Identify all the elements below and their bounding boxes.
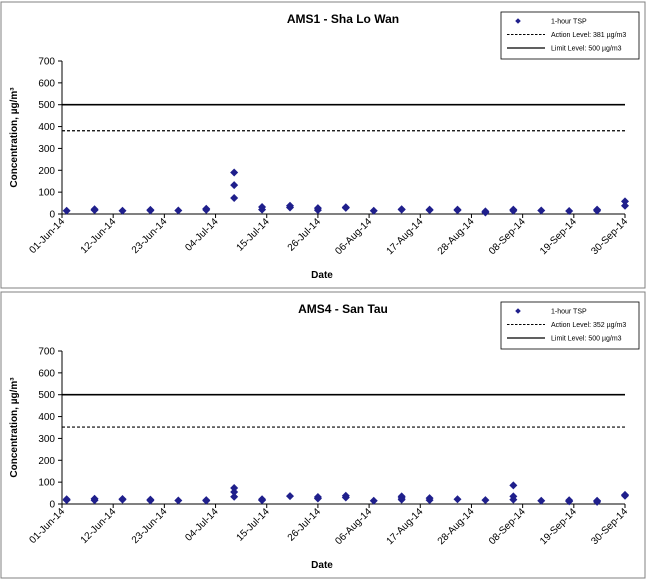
y-tick-label: 700 — [38, 347, 55, 358]
y-tick-label: 600 — [38, 368, 55, 379]
data-point-tsp — [453, 495, 462, 504]
x-axis-title: Date — [311, 270, 333, 281]
data-point-tsp — [285, 492, 294, 501]
y-tick-label: 400 — [38, 412, 55, 423]
data-point-tsp — [537, 496, 546, 505]
data-point-tsp — [313, 493, 322, 502]
data-point-tsp — [118, 206, 127, 215]
data-point-tsp — [425, 205, 434, 214]
y-tick-label: 200 — [38, 456, 55, 467]
data-point-tsp — [425, 494, 434, 503]
data-point-tsp — [174, 206, 183, 215]
data-point-tsp — [62, 495, 71, 504]
data-point-tsp — [202, 496, 211, 505]
data-point-tsp — [621, 201, 629, 210]
y-tick-label: 200 — [38, 166, 55, 177]
data-point-tsp — [341, 203, 350, 212]
y-tick-label: 100 — [38, 478, 55, 489]
data-point-tsp — [341, 491, 350, 500]
y-axis-title: Concentration, µg/m³ — [9, 377, 20, 478]
data-point-tsp — [62, 206, 71, 215]
legend-label: Action Level: 352 µg/m3 — [551, 322, 626, 329]
y-tick-label: 500 — [38, 390, 55, 401]
data-point-tsp — [230, 194, 239, 203]
data-point-tsp — [397, 205, 406, 214]
data-point-tsp — [174, 496, 183, 505]
chart-title: AMS4 - San Tau — [298, 302, 388, 316]
y-tick-label: 500 — [38, 100, 55, 111]
data-point-tsp — [453, 205, 462, 214]
data-point-tsp — [230, 181, 239, 190]
data-point-tsp — [230, 484, 239, 493]
y-tick-label: 0 — [49, 210, 55, 221]
y-tick-label: 700 — [38, 57, 55, 68]
legend-label: Limit Level: 500 µg/m3 — [551, 336, 622, 343]
y-axis-title: Concentration, µg/m³ — [9, 87, 20, 188]
y-tick-label: 0 — [49, 500, 55, 511]
legend-label: Action Level: 381 µg/m3 — [551, 32, 626, 39]
data-point-tsp — [258, 203, 267, 212]
legend-label: 1-hour TSP — [551, 309, 587, 316]
legend-label: 1-hour TSP — [551, 19, 587, 26]
data-point-tsp — [481, 496, 490, 505]
data-point-tsp — [313, 204, 322, 213]
data-point-tsp — [369, 496, 378, 505]
data-point-tsp — [621, 490, 629, 499]
legend-label: Limit Level: 500 µg/m3 — [551, 46, 622, 53]
data-point-tsp — [509, 492, 518, 501]
data-point-tsp — [509, 205, 518, 214]
y-tick-label: 400 — [38, 122, 55, 133]
data-point-tsp — [565, 496, 574, 505]
y-tick-label: 300 — [38, 144, 55, 155]
legend-box — [500, 11, 640, 60]
data-point-tsp — [481, 207, 490, 216]
y-tick-label: 600 — [38, 78, 55, 89]
data-point-tsp — [565, 206, 574, 215]
data-point-tsp — [230, 492, 239, 501]
y-tick-label: 100 — [38, 188, 55, 199]
data-point-tsp — [509, 481, 518, 490]
data-point-tsp — [146, 205, 155, 214]
data-point-tsp — [621, 197, 629, 206]
data-point-tsp — [285, 201, 294, 210]
y-tick-label: 300 — [38, 434, 55, 445]
legend-marker-tsp — [515, 308, 521, 314]
data-point-tsp — [258, 495, 267, 504]
data-point-tsp — [593, 496, 602, 505]
legend-marker-tsp — [515, 18, 521, 24]
data-point-tsp — [230, 168, 239, 177]
data-point-tsp — [202, 204, 211, 213]
data-point-tsp — [90, 205, 99, 214]
data-point-tsp — [537, 206, 546, 215]
data-point-tsp — [593, 205, 602, 214]
data-point-tsp — [118, 494, 127, 503]
data-point-tsp — [90, 494, 99, 503]
x-axis-title: Date — [311, 560, 333, 571]
legend-box — [500, 301, 640, 350]
data-point-tsp — [146, 495, 155, 504]
data-point-tsp — [369, 206, 378, 215]
data-point-tsp — [397, 492, 406, 501]
chart-title: AMS1 - Sha Lo Wan — [287, 12, 399, 26]
